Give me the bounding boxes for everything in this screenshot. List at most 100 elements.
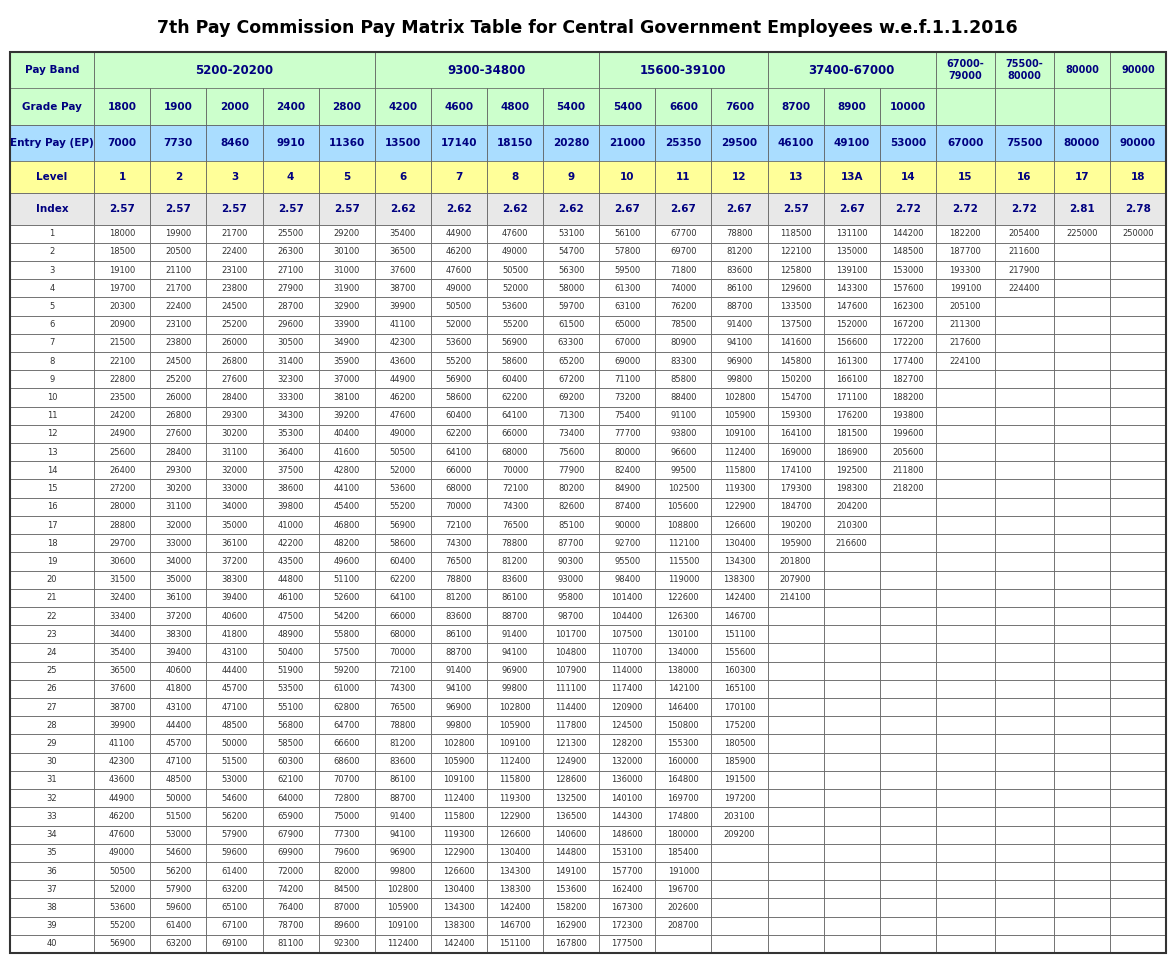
Bar <box>263 225 318 243</box>
Text: 109100: 109100 <box>443 775 474 785</box>
Bar <box>544 88 599 125</box>
Bar <box>655 771 711 790</box>
Bar <box>487 298 544 316</box>
Text: 133500: 133500 <box>780 302 811 311</box>
Text: 180500: 180500 <box>723 739 755 748</box>
Bar <box>711 425 768 443</box>
Text: 49100: 49100 <box>834 138 870 148</box>
Bar <box>431 716 487 734</box>
Bar <box>431 844 487 862</box>
Bar <box>824 443 879 461</box>
Text: 205100: 205100 <box>950 302 981 311</box>
Bar <box>879 552 936 570</box>
Text: 174100: 174100 <box>780 466 811 475</box>
Text: 53600: 53600 <box>390 484 416 493</box>
Text: 31100: 31100 <box>221 448 248 456</box>
Bar <box>1054 552 1109 570</box>
Bar <box>655 425 711 443</box>
Bar <box>487 790 544 808</box>
Bar <box>318 261 375 279</box>
Text: 62800: 62800 <box>333 702 360 712</box>
Bar <box>1054 425 1109 443</box>
Bar <box>263 461 318 479</box>
Bar <box>824 88 879 125</box>
Bar <box>768 298 824 316</box>
Bar <box>431 193 487 225</box>
Text: 55200: 55200 <box>502 321 528 329</box>
Text: 119300: 119300 <box>499 793 531 803</box>
Text: 31900: 31900 <box>333 283 360 293</box>
Text: 18500: 18500 <box>109 247 135 256</box>
Text: 107500: 107500 <box>612 630 643 638</box>
Bar <box>994 193 1054 225</box>
Bar <box>375 225 431 243</box>
Text: 64700: 64700 <box>333 721 360 730</box>
Bar <box>879 243 936 261</box>
Bar <box>768 52 936 88</box>
Text: 66000: 66000 <box>501 430 528 438</box>
Bar <box>11 826 94 844</box>
Bar <box>936 516 994 534</box>
Text: 17: 17 <box>47 521 58 529</box>
Bar <box>994 316 1054 334</box>
Text: 35: 35 <box>47 848 58 857</box>
Bar <box>879 461 936 479</box>
Bar <box>11 698 94 716</box>
Bar <box>879 407 936 425</box>
Text: 67000: 67000 <box>947 138 984 148</box>
Bar <box>824 534 879 552</box>
Bar <box>431 243 487 261</box>
Bar <box>655 479 711 498</box>
Bar <box>207 425 263 443</box>
Bar <box>487 826 544 844</box>
Text: 7000: 7000 <box>108 138 137 148</box>
Text: 33400: 33400 <box>109 612 135 620</box>
Bar <box>94 880 150 899</box>
Bar <box>994 698 1054 716</box>
Bar <box>207 407 263 425</box>
Bar <box>599 643 655 661</box>
Text: 18: 18 <box>1131 172 1145 182</box>
Bar <box>994 607 1054 625</box>
Text: 167200: 167200 <box>892 321 924 329</box>
Text: 21500: 21500 <box>109 339 135 347</box>
Bar <box>994 298 1054 316</box>
Bar <box>11 679 94 698</box>
Bar <box>544 716 599 734</box>
Text: 21100: 21100 <box>166 265 191 275</box>
Text: 55800: 55800 <box>333 630 360 638</box>
Bar <box>1054 643 1109 661</box>
Text: 30600: 30600 <box>109 557 135 566</box>
Bar <box>150 443 207 461</box>
Text: 56200: 56200 <box>166 866 191 876</box>
Bar <box>375 716 431 734</box>
Text: 93800: 93800 <box>670 430 696 438</box>
Text: 96900: 96900 <box>501 666 528 676</box>
Text: 91100: 91100 <box>670 412 696 420</box>
Text: 15: 15 <box>47 484 58 493</box>
Bar <box>207 498 263 516</box>
Bar <box>768 790 824 808</box>
Text: 51500: 51500 <box>166 812 191 821</box>
Bar <box>150 589 207 607</box>
Text: 52000: 52000 <box>502 283 528 293</box>
Text: 56900: 56900 <box>109 940 135 948</box>
Text: 61300: 61300 <box>614 283 641 293</box>
Text: 129600: 129600 <box>780 283 811 293</box>
Text: 42200: 42200 <box>277 539 304 547</box>
Bar <box>11 243 94 261</box>
Text: 122900: 122900 <box>723 502 755 511</box>
Bar <box>487 844 544 862</box>
Text: 150200: 150200 <box>780 375 811 384</box>
Bar <box>487 279 544 298</box>
Text: 117800: 117800 <box>555 721 587 730</box>
Bar <box>207 844 263 862</box>
Text: 94100: 94100 <box>727 339 753 347</box>
Text: 105900: 105900 <box>499 721 531 730</box>
Bar <box>94 752 150 771</box>
Bar <box>544 790 599 808</box>
Bar <box>544 808 599 826</box>
Bar <box>768 279 824 298</box>
Bar <box>655 679 711 698</box>
Bar <box>263 734 318 752</box>
